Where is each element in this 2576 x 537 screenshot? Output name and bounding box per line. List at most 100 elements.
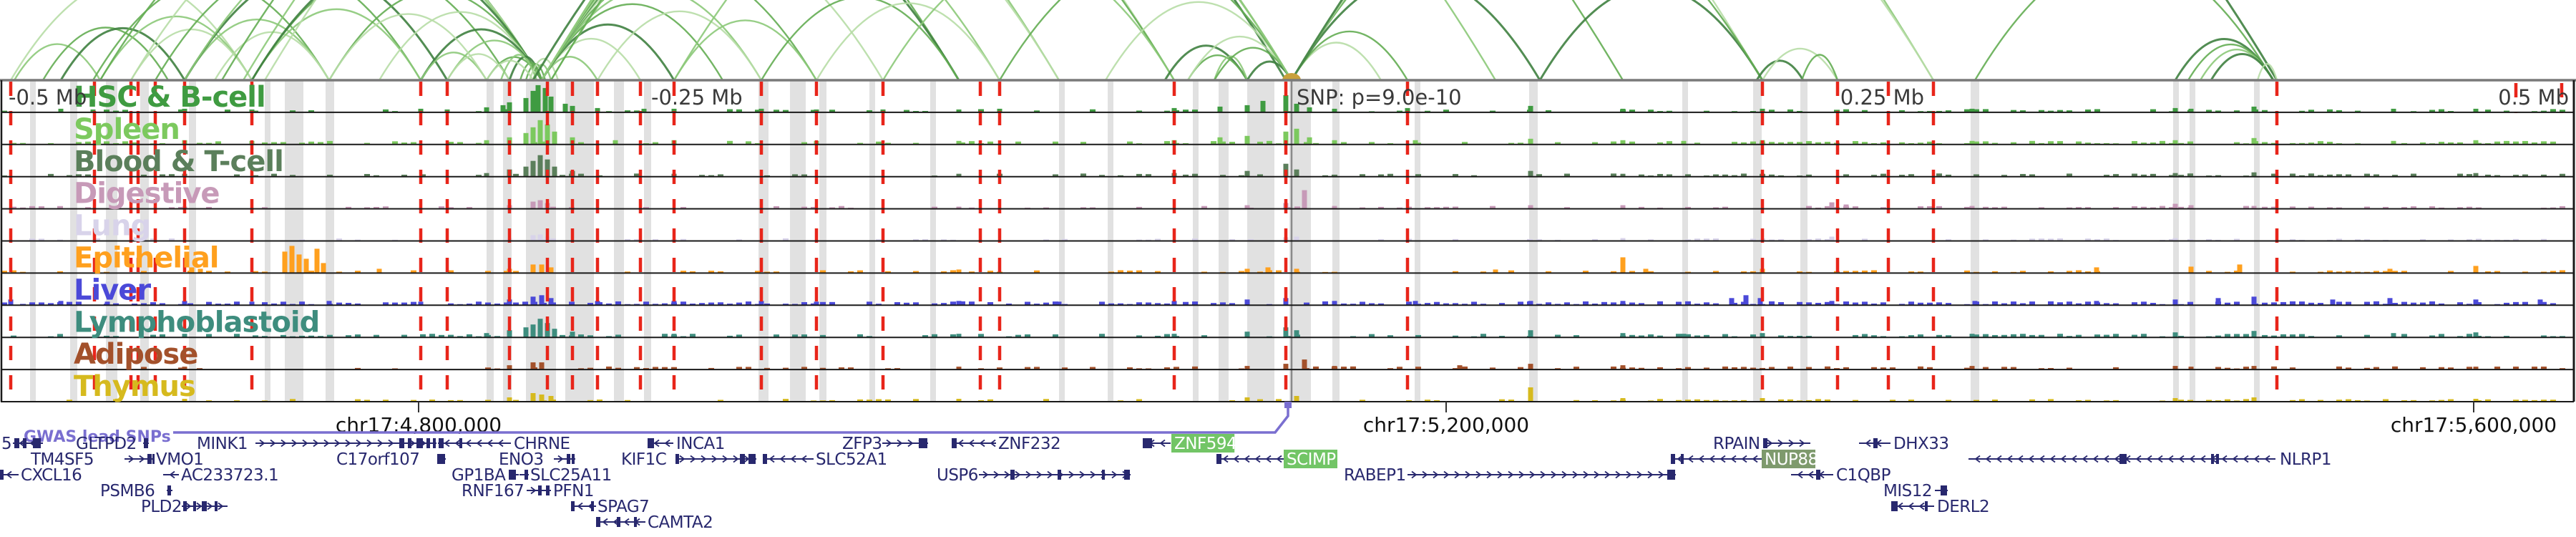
signal-bar: [1136, 399, 1142, 402]
gene-label[interactable]: SCIMP: [1287, 450, 1337, 469]
gene-rnf167[interactable]: RNF167: [462, 482, 542, 500]
gene-label[interactable]: USP6: [937, 466, 978, 485]
gene-label[interactable]: SPAG7: [597, 498, 650, 516]
gene-label[interactable]: ZFP3: [842, 435, 882, 453]
signal-bar: [2560, 205, 2565, 209]
gene-pld2[interactable]: PLD2: [141, 498, 228, 516]
gene-label[interactable]: DERL2: [1937, 498, 1990, 516]
gene-label[interactable]: TM4SF5: [30, 450, 94, 469]
signal-bar: [1899, 142, 1905, 145]
signal-bar: [829, 207, 835, 209]
signal-bar: [643, 207, 649, 209]
gene-label[interactable]: ENO3: [499, 450, 544, 469]
gene-scimp[interactable]: SCIMP: [1216, 450, 1337, 469]
gene-label[interactable]: CAMTA2: [648, 513, 713, 532]
signal-bar: [104, 110, 109, 112]
gene-znf232[interactable]: ZNF232: [952, 435, 1061, 453]
gene-label[interactable]: KIF1C: [621, 450, 667, 469]
gene-eno3[interactable]: ENO3: [499, 450, 575, 469]
signal-bar: [2011, 110, 2016, 112]
gene-rpain[interactable]: RPAIN: [1713, 435, 1810, 453]
signal-bar: [1853, 271, 1858, 274]
signal-peak: [1760, 398, 1765, 402]
strand-arrow-icon: [653, 439, 660, 448]
signal-bar: [57, 334, 63, 338]
gene-psmb6[interactable]: PSMB6: [100, 482, 172, 500]
signal-peak: [562, 103, 568, 112]
gene-gp1ba[interactable]: GP1BA: [452, 466, 519, 485]
signal-bar: [1601, 301, 1607, 306]
gene-pfn1[interactable]: PFN1: [541, 482, 594, 500]
gene-gltpd2[interactable]: GLTPD2: [76, 435, 149, 453]
gene-label[interactable]: C1QBP: [1836, 466, 1891, 485]
gene-label[interactable]: RABEP1: [1344, 466, 1406, 485]
gene-label[interactable]: SLC25A11: [530, 466, 612, 485]
gene-label[interactable]: NLRP1: [2280, 450, 2332, 469]
gene-kif1c[interactable]: KIF1C: [621, 450, 756, 469]
signal-bar: [169, 207, 175, 209]
gene-label[interactable]: MINK1: [197, 435, 248, 453]
gene-label[interactable]: CHRNE: [514, 435, 570, 453]
signal-peak: [2251, 296, 2257, 306]
gene-label[interactable]: DHX33: [1893, 435, 1949, 453]
gene-c1qbp[interactable]: C1QBP: [1791, 466, 1891, 485]
gene-label[interactable]: ZNF232: [998, 435, 1061, 453]
gene-label[interactable]: INCA1: [676, 435, 725, 453]
signal-bar: [113, 206, 119, 209]
gene-label[interactable]: RPAIN: [1713, 435, 1760, 453]
gene-slc25a11[interactable]: SLC25A11: [519, 466, 612, 485]
gene-label[interactable]: AC233723.1: [181, 466, 279, 485]
gene-ac233723-1[interactable]: AC233723.1: [163, 466, 279, 485]
gene-derl2[interactable]: DERL2: [1891, 498, 1990, 516]
strand-arrow-icon: [733, 455, 739, 463]
gene-mink1[interactable]: MINK1: [197, 435, 436, 453]
signal-peak: [1171, 301, 1177, 306]
gene-znf594[interactable]: ZNF594: [1143, 434, 1237, 453]
gene-label[interactable]: GLTPD2: [76, 435, 137, 453]
gene-zfp3[interactable]: ZFP3: [842, 435, 928, 453]
signal-bar: [1629, 302, 1635, 306]
signal-bar: [1062, 367, 1068, 370]
gene-label[interactable]: PFN1: [553, 482, 594, 500]
signal-bar: [2141, 301, 2147, 306]
gene-nup88[interactable]: NUP88: [1671, 450, 1818, 469]
gene-label[interactable]: GP1BA: [452, 466, 507, 485]
gene-cxcl16[interactable]: CXCL16: [0, 466, 82, 485]
signal-peak: [1843, 204, 1849, 209]
gene-chrne[interactable]: CHRNE: [438, 435, 570, 453]
offset-axis-label: 0.5 Mb: [2498, 85, 2569, 110]
gene-c17orf107[interactable]: C17orf107: [336, 450, 446, 469]
strand-arrow-icon: [979, 439, 985, 448]
signal-bar: [2448, 142, 2454, 145]
gene-exon: [748, 454, 756, 464]
gene-label[interactable]: NUP88: [1765, 450, 1818, 469]
gene-label[interactable]: PSMB6: [100, 482, 155, 500]
gene-5[interactable]: 5: [1, 435, 43, 453]
gene-mis12[interactable]: MIS12: [1883, 482, 1948, 500]
signal-bar: [2336, 335, 2342, 338]
gene-vmo1[interactable]: VMO1: [149, 450, 204, 469]
gene-label[interactable]: MIS12: [1883, 482, 1933, 500]
gene-label[interactable]: SLC52A1: [816, 450, 887, 469]
signal-bar: [448, 400, 454, 402]
gene-label[interactable]: ZNF594: [1174, 435, 1237, 453]
gene-label[interactable]: RNF167: [462, 482, 525, 500]
gene-label[interactable]: C17orf107: [336, 450, 420, 469]
gene-dhx33[interactable]: DHX33: [1859, 435, 1949, 453]
gene-spag7[interactable]: SPAG7: [571, 498, 650, 516]
strand-arrow-icon: [1047, 470, 1053, 479]
gene-nlrp1[interactable]: NLRP1: [1968, 450, 2332, 469]
gene-inca1[interactable]: INCA1: [648, 435, 725, 453]
signal-peak: [1171, 334, 1177, 338]
gene-rabep1[interactable]: RABEP1: [1344, 466, 1676, 485]
signal-bar: [727, 109, 733, 112]
signal-bar: [280, 301, 286, 306]
gene-slc52a1[interactable]: SLC52A1: [763, 450, 887, 469]
gene-camta2[interactable]: CAMTA2: [596, 513, 713, 532]
signal-bar: [355, 399, 361, 402]
gene-label[interactable]: 5: [1, 435, 12, 453]
gene-usp6[interactable]: USP6: [937, 466, 1131, 485]
gene-label[interactable]: CXCL16: [21, 466, 82, 485]
gene-label[interactable]: PLD2: [141, 498, 182, 516]
gene-label[interactable]: VMO1: [156, 450, 204, 469]
